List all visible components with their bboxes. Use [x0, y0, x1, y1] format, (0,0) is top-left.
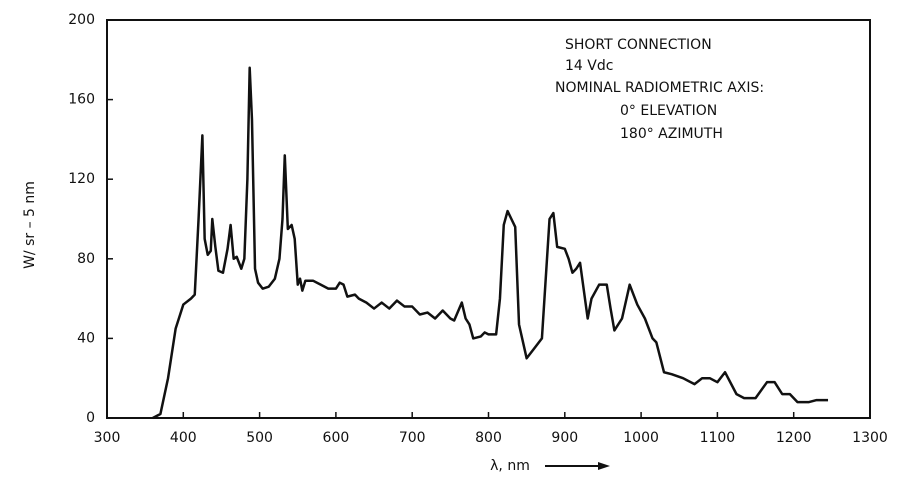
y-tick-label: 120 [68, 171, 95, 187]
x-tick-label: 1100 [700, 430, 736, 446]
annotation: 14 Vdc [565, 58, 613, 74]
x-tick-label: 1000 [623, 430, 659, 446]
x-tick-label: 900 [551, 430, 578, 446]
x-tick-label: 800 [475, 430, 502, 446]
x-tick-label: 1300 [852, 430, 888, 446]
x-tick-label: 300 [94, 430, 121, 446]
y-tick-label: 80 [77, 251, 95, 267]
annotation: NOMINAL RADIOMETRIC AXIS: [555, 80, 764, 96]
y-tick-label: 200 [68, 12, 95, 28]
y-tick-label: 160 [68, 92, 95, 108]
spectrum-line [152, 66, 829, 420]
x-axis-arrowhead [598, 462, 610, 470]
x-tick-label: 500 [246, 430, 273, 446]
x-axis-label: λ, nm [490, 458, 530, 474]
annotation: 0° ELEVATION [620, 103, 717, 119]
x-tick-label: 400 [170, 430, 197, 446]
y-tick-label: 40 [77, 330, 95, 346]
annotation: SHORT CONNECTION [565, 37, 712, 53]
y-tick-label: 0 [86, 410, 95, 426]
x-tick-label: 700 [399, 430, 426, 446]
y-axis-label: W/ sr – 5 nm [22, 181, 38, 269]
x-tick-label: 1200 [776, 430, 812, 446]
x-tick-label: 600 [323, 430, 350, 446]
annotation: 180° AZIMUTH [620, 126, 723, 142]
